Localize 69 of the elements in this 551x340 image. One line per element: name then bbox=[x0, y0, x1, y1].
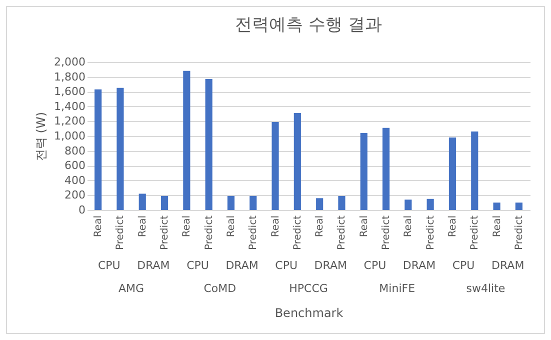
bar bbox=[272, 122, 279, 210]
bar bbox=[250, 196, 257, 210]
bar bbox=[382, 128, 390, 210]
text: CPU bbox=[98, 259, 120, 272]
x-tick-label: Predict bbox=[204, 215, 215, 250]
bar bbox=[471, 132, 478, 210]
y-tick-label: 600 bbox=[64, 159, 86, 172]
chart-title: 전력예측 수행 결과 bbox=[235, 15, 382, 35]
x-tick-label: Real bbox=[137, 216, 148, 238]
x-tick-label: Real bbox=[270, 216, 282, 238]
x-tick-label: Predict bbox=[470, 215, 481, 250]
x-tick-label: Real bbox=[358, 216, 370, 238]
y-tick-label: 200 bbox=[64, 188, 86, 202]
y-axis-title: 전력 (W) bbox=[34, 112, 48, 162]
text: DRAM bbox=[137, 259, 170, 272]
text: AMG bbox=[118, 282, 144, 295]
x-axis-title: Benchmark bbox=[274, 306, 344, 320]
bar bbox=[205, 79, 212, 210]
x-tick-label: Predict bbox=[160, 215, 171, 250]
x-tick-label: Predict bbox=[381, 215, 392, 250]
text: CoMD bbox=[204, 282, 236, 295]
bar bbox=[493, 202, 500, 210]
x-tick-label: Real bbox=[93, 216, 104, 238]
x-tick-label: Real bbox=[314, 216, 326, 238]
bar bbox=[294, 113, 301, 210]
bar bbox=[116, 88, 124, 210]
y-tick-label: 800 bbox=[64, 144, 86, 158]
text: DRAM bbox=[314, 259, 347, 272]
bar bbox=[426, 198, 434, 210]
x-tick-label: Predict bbox=[514, 215, 525, 250]
bar bbox=[404, 200, 412, 210]
x-tick-label: Real bbox=[447, 216, 458, 238]
y-tick-label: 400 bbox=[64, 174, 86, 187]
bar bbox=[183, 70, 190, 210]
x-tick-label: Predict bbox=[115, 215, 126, 250]
bar bbox=[160, 196, 168, 210]
text: MiniFE bbox=[379, 282, 416, 295]
bar bbox=[360, 133, 368, 210]
bar bbox=[94, 89, 102, 210]
bar bbox=[316, 198, 324, 210]
x-tick-label: Real bbox=[226, 216, 237, 238]
text: DRAM bbox=[492, 259, 524, 272]
x-tick-label: Real bbox=[492, 216, 503, 238]
x-tick-label: Predict bbox=[248, 215, 260, 250]
y-tick-label: 1,200 bbox=[54, 114, 86, 128]
y-tick-label: 1,600 bbox=[54, 85, 86, 98]
text: DRAM bbox=[402, 259, 436, 272]
y-tick-label: 0 bbox=[78, 204, 86, 216]
text: CPU bbox=[452, 259, 475, 272]
y-tick-label: 1,400 bbox=[54, 100, 86, 113]
x-tick-label: Real bbox=[403, 216, 414, 238]
bar bbox=[338, 196, 346, 210]
y-tick-label: 1,000 bbox=[54, 130, 86, 142]
text: HPCCG bbox=[289, 282, 328, 295]
text: CPU bbox=[275, 259, 298, 272]
x-tick-label: Predict bbox=[425, 215, 436, 250]
x-tick-label: Real bbox=[182, 216, 193, 238]
text: CPU bbox=[186, 259, 209, 272]
bar bbox=[138, 194, 146, 210]
bar bbox=[448, 137, 456, 210]
x-tick-label: Predict bbox=[292, 215, 304, 250]
bar bbox=[227, 196, 235, 210]
text: DRAM bbox=[226, 259, 258, 272]
y-tick-label: 1,800 bbox=[54, 70, 86, 84]
text: CPU bbox=[364, 259, 386, 272]
x-tick-label: Predict bbox=[336, 215, 348, 250]
bar bbox=[515, 202, 522, 210]
y-tick-label: 2,000 bbox=[54, 56, 86, 68]
text: sw4lite bbox=[466, 282, 506, 295]
